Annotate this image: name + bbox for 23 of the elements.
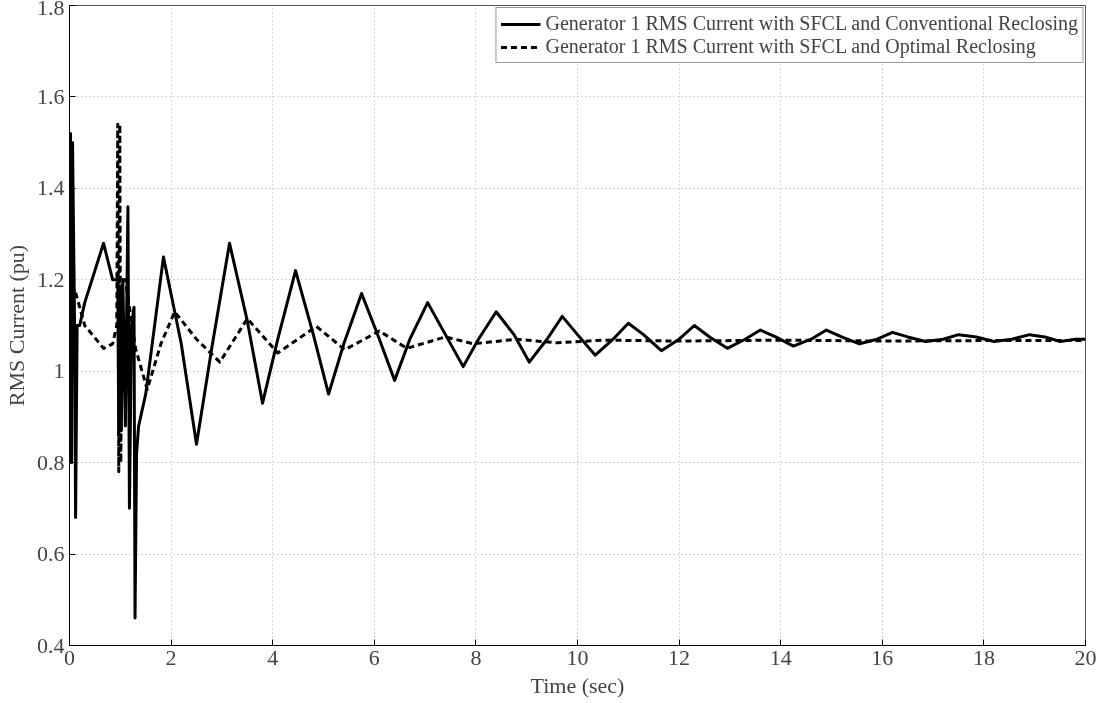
x-axis-title: Time (sec) [530,672,625,698]
y-tick-label: 1.4 [37,175,65,201]
y-axis-title: RMS Current (pu) [4,244,29,407]
x-tick-label: 8 [470,644,482,670]
x-tick-label: 6 [368,644,380,670]
x-tick-label: 18 [972,644,995,670]
y-tick-label: 0.8 [37,449,65,475]
legend-label: Generator 1 RMS Current with SFCL and Optimal Reclosing [545,35,1036,58]
y-tick-label: 1.2 [37,266,65,292]
x-tick-label: 10 [566,644,589,670]
y-tick-label: 0.6 [37,541,65,567]
x-tick-label: 12 [668,644,691,670]
y-tick-label: 1 [53,358,65,384]
x-tick-label: 20 [1074,644,1097,670]
y-tick-label: 1.8 [37,0,65,20]
x-tick-label: 2 [165,644,177,670]
y-tick-label: 0.4 [37,632,65,658]
legend-label: Generator 1 RMS Current with SFCL and Conventional Reclosing [545,12,1078,35]
x-tick-label: 4 [267,644,279,670]
y-tick-label: 1.6 [37,83,65,109]
x-tick-label: 16 [871,644,894,670]
x-tick-label: 0 [64,644,75,670]
x-tick-label: 14 [769,644,792,670]
